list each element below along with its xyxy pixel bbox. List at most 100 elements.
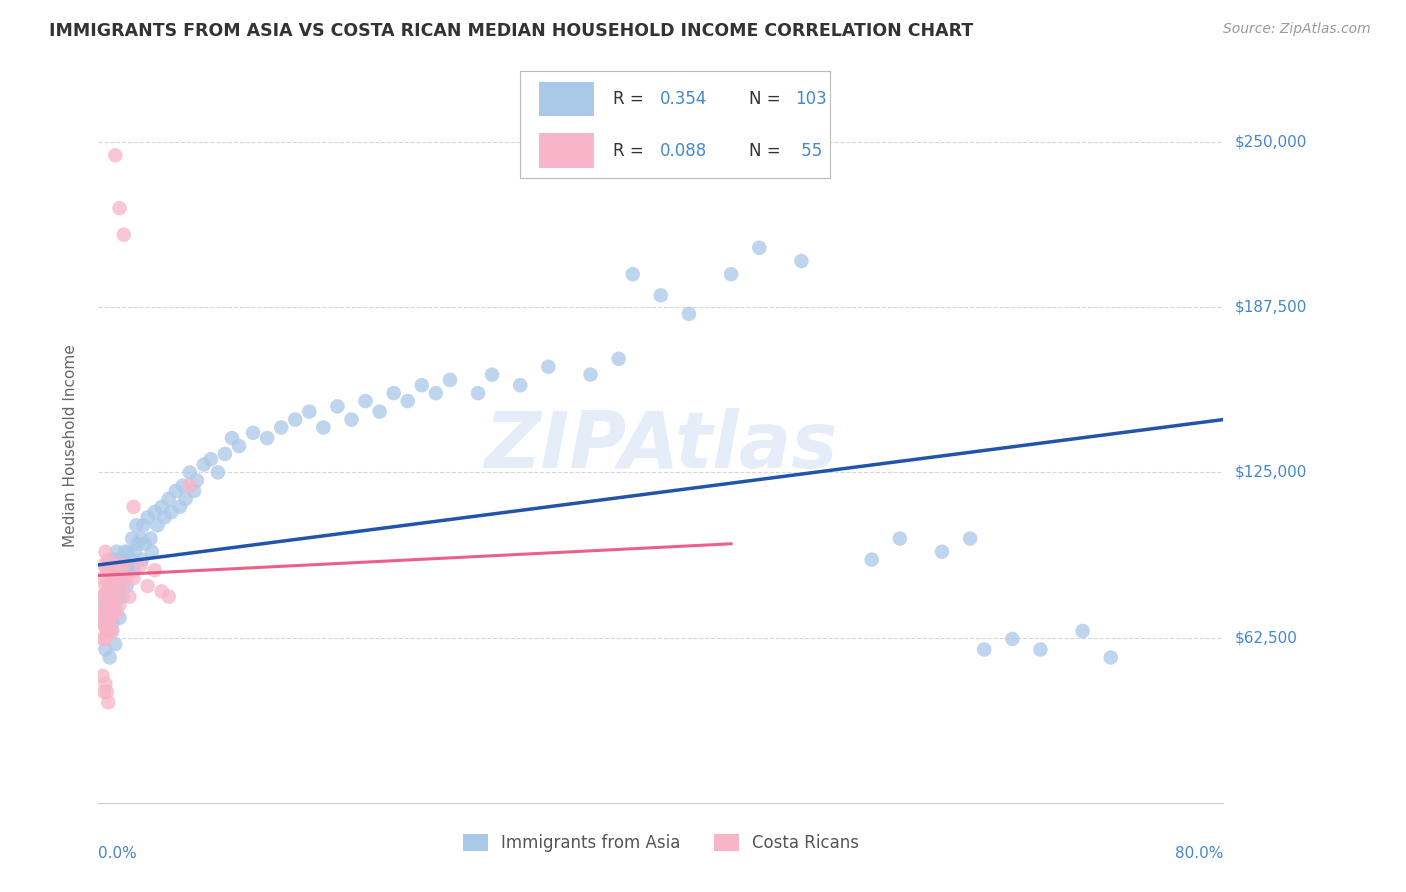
Point	[94, 632, 117, 646]
Point	[94, 579, 117, 593]
Point	[115, 558, 138, 572]
Point	[100, 611, 122, 625]
Point	[108, 563, 131, 577]
Point	[157, 590, 180, 604]
Point	[94, 545, 117, 559]
Point	[104, 637, 127, 651]
Point	[115, 571, 138, 585]
Point	[312, 420, 335, 434]
Point	[94, 606, 117, 620]
Point	[103, 571, 125, 585]
Text: 80.0%: 80.0%	[1175, 846, 1223, 861]
Point	[146, 518, 169, 533]
Point	[425, 386, 447, 401]
Point	[98, 563, 121, 577]
Point	[101, 598, 124, 612]
Point	[153, 510, 176, 524]
Point	[1071, 624, 1094, 638]
Point	[104, 598, 127, 612]
Point	[96, 624, 118, 638]
Point	[354, 394, 377, 409]
Point	[96, 563, 118, 577]
Text: 0.088: 0.088	[659, 142, 707, 160]
Point	[101, 606, 124, 620]
Text: N =: N =	[749, 90, 786, 108]
Point	[214, 447, 236, 461]
Point	[172, 478, 194, 492]
Point	[91, 571, 114, 585]
Point	[90, 616, 112, 631]
Point	[101, 624, 124, 638]
Point	[104, 558, 127, 572]
Point	[93, 616, 115, 631]
Point	[228, 439, 250, 453]
Point	[382, 386, 405, 401]
Point	[93, 616, 115, 631]
Point	[467, 386, 489, 401]
Point	[143, 505, 166, 519]
Point	[94, 606, 117, 620]
Point	[98, 598, 121, 612]
Point	[96, 624, 118, 638]
Point	[396, 394, 419, 409]
Point	[98, 598, 121, 612]
Point	[118, 590, 141, 604]
Point	[96, 685, 118, 699]
Point	[100, 579, 122, 593]
Point	[150, 500, 173, 514]
Point	[112, 558, 135, 572]
Text: R =: R =	[613, 90, 650, 108]
Point	[326, 400, 349, 414]
Point	[101, 563, 124, 577]
Point	[98, 579, 121, 593]
Point	[179, 466, 201, 480]
Point	[108, 552, 131, 566]
Point	[368, 404, 391, 418]
Point	[114, 545, 136, 559]
Point	[108, 598, 131, 612]
Point	[221, 431, 243, 445]
Point	[107, 584, 129, 599]
Point	[124, 545, 146, 559]
Point	[127, 537, 149, 551]
Point	[91, 669, 114, 683]
Text: Source: ZipAtlas.com: Source: ZipAtlas.com	[1223, 22, 1371, 37]
Point	[108, 201, 131, 215]
Point	[340, 412, 363, 426]
Point	[131, 552, 153, 566]
Point	[298, 404, 321, 418]
Point	[200, 452, 222, 467]
Point	[103, 606, 125, 620]
Point	[104, 563, 127, 577]
Point	[411, 378, 433, 392]
Point	[122, 500, 145, 514]
Point	[270, 420, 292, 434]
Point	[111, 552, 134, 566]
Point	[97, 695, 120, 709]
Point	[150, 584, 173, 599]
Point	[650, 288, 672, 302]
Point	[97, 584, 120, 599]
Point	[90, 590, 112, 604]
Point	[129, 532, 152, 546]
Point	[1029, 642, 1052, 657]
Point	[1099, 650, 1122, 665]
Point	[136, 510, 159, 524]
Point	[132, 518, 155, 533]
Point	[579, 368, 602, 382]
Point	[97, 611, 120, 625]
Point	[889, 532, 911, 546]
Point	[111, 590, 134, 604]
Point	[108, 611, 131, 625]
Point	[96, 584, 118, 599]
Point	[537, 359, 560, 374]
Point	[111, 579, 134, 593]
Text: R =: R =	[613, 142, 650, 160]
Point	[139, 532, 162, 546]
Point	[141, 545, 163, 559]
Point	[207, 466, 229, 480]
Bar	[538, 82, 595, 116]
Point	[242, 425, 264, 440]
Point	[481, 368, 503, 382]
Point	[129, 558, 152, 572]
